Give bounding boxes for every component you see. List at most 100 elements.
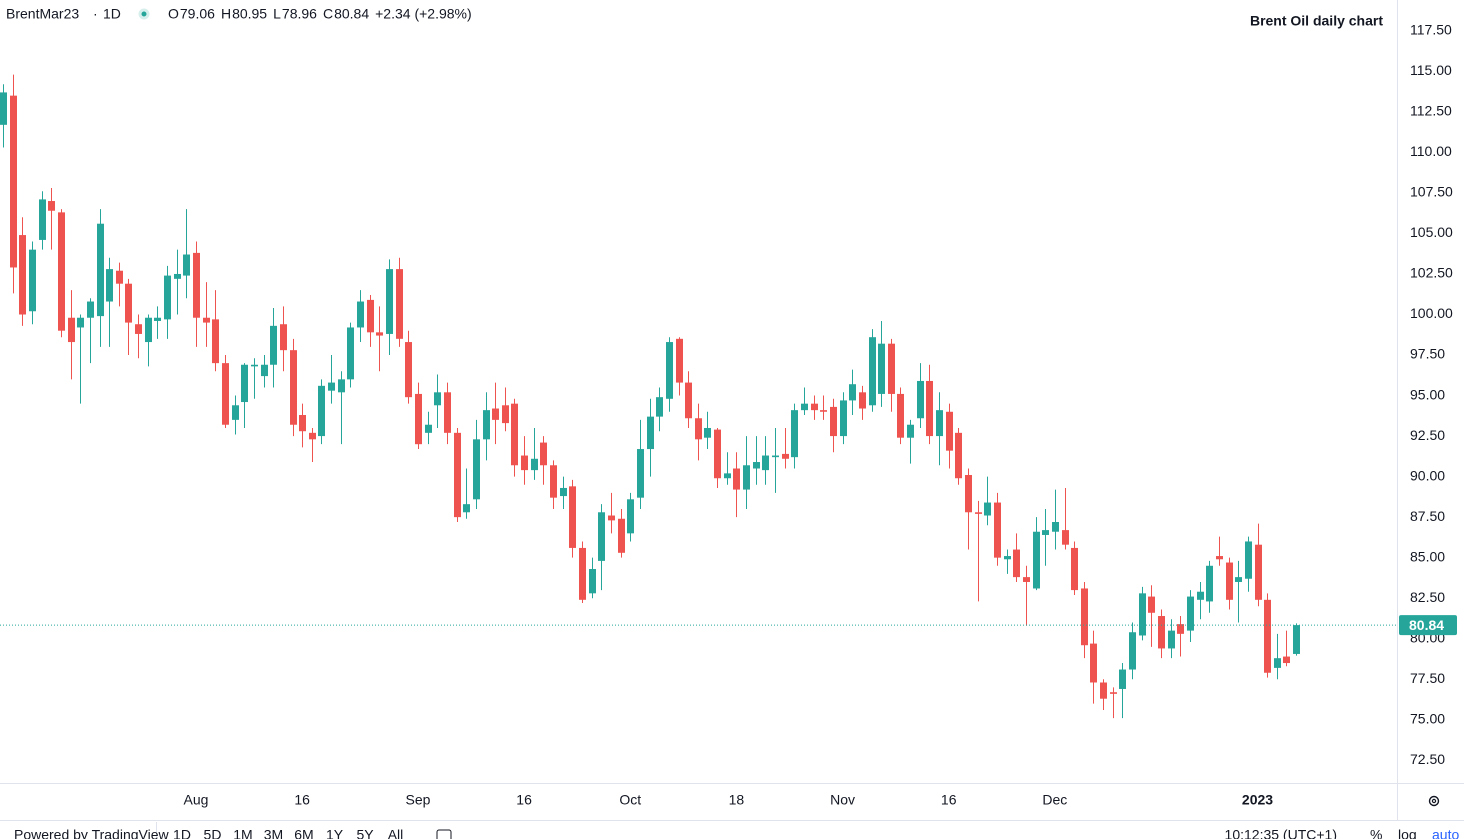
range-button[interactable]: 5Y bbox=[356, 827, 374, 839]
candle-body bbox=[579, 547, 586, 600]
candle-body bbox=[704, 427, 711, 438]
candle-body bbox=[338, 379, 345, 393]
powered-by[interactable]: Powered by TradingView bbox=[14, 827, 169, 839]
candle-body bbox=[820, 410, 827, 412]
candle-body bbox=[1235, 577, 1242, 582]
y-tick-label: 85.00 bbox=[1410, 548, 1445, 564]
auto-toggle[interactable]: auto bbox=[1432, 827, 1459, 839]
legend-header: BrentMar23 · 1D O 79.06 H 80.95 L 78.96 C 80.84… bbox=[6, 6, 472, 22]
candle-body bbox=[454, 432, 461, 518]
candle-body bbox=[907, 424, 914, 438]
log-toggle[interactable]: log bbox=[1398, 827, 1417, 839]
ohlc-label: C bbox=[323, 6, 333, 22]
candle-body bbox=[19, 235, 26, 315]
range-button[interactable]: 6M bbox=[294, 827, 313, 839]
gear-center[interactable] bbox=[1431, 798, 1437, 804]
candle-body bbox=[782, 453, 789, 459]
candle-body bbox=[261, 364, 268, 377]
candle-body bbox=[386, 269, 393, 334]
candle-body bbox=[801, 403, 808, 411]
candle-body bbox=[1100, 682, 1107, 699]
candle-body bbox=[1081, 588, 1088, 646]
candle-body bbox=[1197, 591, 1204, 600]
y-tick-label: 95.00 bbox=[1410, 386, 1445, 402]
candle-body bbox=[714, 429, 721, 479]
candle-body bbox=[724, 473, 731, 479]
ohlc-label: H bbox=[221, 6, 231, 22]
percent-toggle[interactable]: % bbox=[1370, 827, 1382, 839]
candle-body bbox=[878, 343, 885, 394]
candle-body bbox=[830, 406, 837, 437]
range-button[interactable]: 1D bbox=[173, 827, 191, 839]
candle-body bbox=[241, 364, 248, 403]
candle-body bbox=[396, 269, 403, 339]
y-tick-label: 97.50 bbox=[1410, 346, 1445, 362]
candle-body bbox=[1255, 544, 1262, 600]
calendar-icon[interactable] bbox=[436, 829, 452, 839]
clock[interactable]: 10:12:35 (UTC+1) bbox=[1225, 827, 1337, 839]
candle-body bbox=[550, 465, 557, 498]
candle-body bbox=[1090, 643, 1097, 683]
y-tick-label: 92.50 bbox=[1410, 427, 1445, 443]
candle-body bbox=[502, 405, 509, 424]
range-button[interactable]: 3M bbox=[264, 827, 283, 839]
candle-body bbox=[1052, 522, 1059, 532]
candle-body bbox=[936, 410, 943, 437]
symbol[interactable]: BrentMar23 bbox=[6, 6, 79, 22]
candle-body bbox=[193, 252, 200, 318]
candle-body bbox=[733, 468, 740, 490]
candle-body bbox=[859, 392, 866, 409]
y-tick-label: 100.00 bbox=[1410, 305, 1453, 321]
gear[interactable] bbox=[1428, 795, 1440, 807]
settings-icon[interactable] bbox=[1428, 795, 1440, 807]
candle-body bbox=[232, 405, 239, 420]
candle-body bbox=[975, 512, 982, 514]
ohlc-value: 79.06 bbox=[180, 6, 215, 22]
y-tick-label: 82.50 bbox=[1410, 589, 1445, 605]
candle-body bbox=[869, 337, 876, 406]
x-tick-label: 16 bbox=[516, 792, 532, 808]
candle-body bbox=[1148, 596, 1155, 613]
candle-body bbox=[116, 270, 123, 284]
candle-body bbox=[135, 324, 142, 334]
candle-body bbox=[685, 382, 692, 419]
y-tick-label: 115.00 bbox=[1410, 62, 1452, 78]
candle-body bbox=[87, 301, 94, 318]
candle-body bbox=[569, 486, 576, 548]
candle-body bbox=[1283, 656, 1290, 664]
candle-body bbox=[0, 92, 7, 125]
y-tick-label: 87.50 bbox=[1410, 508, 1445, 524]
candle-body bbox=[791, 410, 798, 458]
candle-body bbox=[521, 455, 528, 471]
candle-body bbox=[849, 384, 856, 401]
y-tick-label: 112.50 bbox=[1410, 103, 1452, 119]
y-tick-label: 117.50 bbox=[1410, 22, 1452, 38]
ohlc-value: 80.84 bbox=[334, 6, 369, 22]
candle-body bbox=[357, 301, 364, 328]
interval[interactable]: 1D bbox=[103, 6, 121, 22]
range-button[interactable]: 5D bbox=[204, 827, 222, 839]
x-tick-label: Nov bbox=[830, 792, 855, 808]
candle-body bbox=[598, 512, 605, 561]
x-tick-label: 2023 bbox=[1242, 792, 1273, 808]
range-button[interactable]: All bbox=[388, 827, 404, 839]
y-tick-label: 105.00 bbox=[1410, 224, 1453, 240]
y-tick-label: 110.00 bbox=[1410, 143, 1452, 159]
range-button[interactable]: 1M bbox=[233, 827, 252, 839]
candle-body bbox=[984, 502, 991, 516]
candle-body bbox=[897, 393, 904, 438]
candle-body bbox=[154, 317, 161, 321]
candle-body bbox=[145, 317, 152, 343]
candle-body bbox=[309, 432, 316, 440]
candle-body bbox=[58, 212, 65, 331]
candle-body bbox=[376, 332, 383, 336]
candle-body bbox=[1264, 599, 1271, 673]
candle-body bbox=[666, 342, 673, 399]
range-button[interactable]: 1Y bbox=[326, 827, 344, 839]
candle-body bbox=[965, 474, 972, 513]
candle-body bbox=[183, 254, 190, 276]
candle-body bbox=[753, 462, 760, 469]
candle-body bbox=[318, 385, 325, 437]
candle-body bbox=[39, 199, 46, 240]
